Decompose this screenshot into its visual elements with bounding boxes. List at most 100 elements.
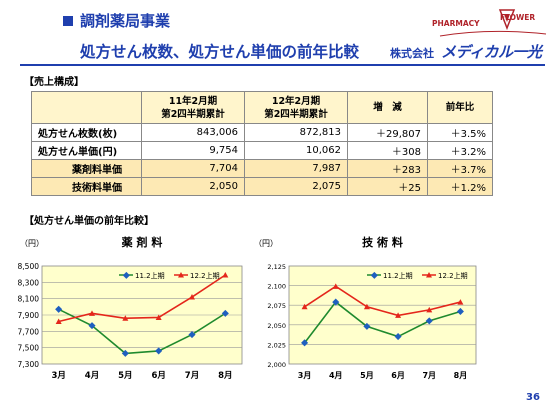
cell-change: ＋29,807 <box>347 123 428 142</box>
data-point <box>426 306 433 313</box>
cell-2012: 10,062 <box>244 141 348 160</box>
legend-label: 11.2上期 <box>135 271 165 280</box>
x-tick-label: 3月 <box>51 371 65 381</box>
cell-change: ＋308 <box>347 141 428 160</box>
unit-label: （円） <box>254 239 278 248</box>
y-tick-label: 2,100 <box>267 283 286 291</box>
company-prefix: 株式会社 <box>390 47 434 60</box>
data-point <box>222 271 229 278</box>
col-header-ratio: 前年比 <box>427 91 493 124</box>
row-label: 薬剤料単価 <box>31 159 142 178</box>
table-header-row: 11年2月期 第2四半期累計 12年2月期 第2四半期累計 増 減 前年比 <box>31 91 493 124</box>
x-tick-label: 6月 <box>391 371 405 380</box>
cell-2011: 9,754 <box>141 141 245 160</box>
x-tick-label: 4月 <box>329 371 343 380</box>
data-point <box>457 299 464 305</box>
drug-fee-chart: （円） 薬 剤 料 7,300 7,500 7,700 7,900 8,100 8,300 8,… <box>18 235 243 381</box>
cell-2012: 872,813 <box>244 123 348 142</box>
x-tick-label: 5月 <box>360 371 374 380</box>
plot-area <box>288 265 477 365</box>
x-tick-label: 4月 <box>85 371 99 381</box>
data-point <box>394 333 402 341</box>
data-point <box>89 310 95 316</box>
series-line-1 <box>304 285 461 317</box>
series-line-0 <box>58 308 226 355</box>
data-point <box>363 303 370 310</box>
legend-label: 11.2上期 <box>383 271 413 280</box>
legend-label: 12.2上期 <box>190 271 220 280</box>
data-point <box>425 317 433 325</box>
cell-2012: 7,987 <box>244 159 348 178</box>
y-tick-label: 8,500 <box>18 262 40 271</box>
cell-change: ＋283 <box>347 159 428 178</box>
cell-ratio: ＋3.2% <box>427 141 493 160</box>
data-point <box>55 318 62 325</box>
table-row: 処方せん単価(円) 9,754 10,062 ＋308 ＋3.2% <box>31 141 493 160</box>
page-title: 処方せん枚数、処方せん単価の前年比較 <box>80 43 360 61</box>
cell-2011: 7,704 <box>141 159 245 178</box>
data-point <box>332 298 340 306</box>
x-tick-label: 8月 <box>454 371 468 380</box>
col-header-2011-line2: 第2四半期累計 <box>161 108 225 120</box>
y-tick-label: 7,700 <box>18 327 40 336</box>
col-header-change: 増 減 <box>347 91 428 124</box>
table-row: 技術料単価 2,050 2,075 ＋25 ＋1.2% <box>31 177 493 196</box>
col-header-2012-line1: 12年2月期 <box>271 95 321 107</box>
y-tick-label: 7,500 <box>18 344 40 353</box>
cell-change: ＋25 <box>347 177 428 196</box>
logo-text-pharmacy: PHARMACY <box>432 19 480 28</box>
row-label: 処方せん単価(円) <box>31 141 142 160</box>
x-tick-label: 8月 <box>218 371 232 381</box>
data-point <box>188 331 196 339</box>
x-tick-label: 7月 <box>185 371 199 381</box>
section-label-charts: 【処方せん単価の前年比較】 <box>24 216 154 227</box>
col-header-2011: 11年2月期 第2四半期累計 <box>141 91 245 124</box>
col-header-2012: 12年2月期 第2四半期累計 <box>244 91 348 124</box>
x-tick-label: 3月 <box>298 371 312 380</box>
data-point <box>155 347 163 355</box>
legend-marker <box>370 271 378 279</box>
cell-2011: 843,006 <box>141 123 245 142</box>
data-point <box>332 283 339 289</box>
legend-marker <box>426 272 432 278</box>
title-bullet <box>63 16 73 26</box>
series-line-0 <box>303 300 461 344</box>
y-tick-label: 2,125 <box>267 263 286 271</box>
cell-ratio: ＋3.5% <box>427 123 493 142</box>
cell-2011: 2,050 <box>141 177 245 196</box>
data-point <box>395 312 402 318</box>
y-tick-label: 8,100 <box>18 295 40 304</box>
technical-fee-chart: （円） 技 術 料 2,000 2,025 2,050 2,075 2,100 2,125 3月… <box>254 235 477 380</box>
company-logo <box>439 9 547 37</box>
x-tick-label: 6月 <box>151 371 165 381</box>
x-tick-label: 5月 <box>118 371 132 381</box>
y-tick-label: 2,050 <box>267 322 286 330</box>
y-tick-label: 2,025 <box>267 341 286 349</box>
cell-ratio: ＋3.7% <box>427 159 493 178</box>
y-tick-label: 7,900 <box>18 311 40 320</box>
unit-label: （円） <box>20 239 44 248</box>
x-tick-label: 7月 <box>422 371 436 380</box>
col-header-2012-line2: 第2四半期累計 <box>264 108 328 120</box>
title-underline <box>20 64 545 66</box>
data-point <box>301 303 308 310</box>
logo-text-flower: FLOWER <box>500 13 536 22</box>
data-point <box>122 315 129 321</box>
chart-title: 技 術 料 <box>362 235 403 249</box>
cell-2012: 2,075 <box>244 177 348 196</box>
data-point <box>88 322 96 330</box>
company-name: メディカル一光 <box>441 43 542 61</box>
data-point <box>155 314 162 320</box>
y-tick-label: 2,075 <box>267 302 286 310</box>
col-header-2011-line1: 11年2月期 <box>168 95 218 107</box>
page-title-section: 調剤薬局事業 <box>80 12 171 30</box>
section-label-sales: 【売上構成】 <box>24 77 84 88</box>
data-point <box>189 294 195 300</box>
page-number: 36 <box>526 392 540 403</box>
chart-title: 薬 剤 料 <box>122 235 163 249</box>
legend-label: 12.2上期 <box>438 271 468 280</box>
row-label: 技術料単価 <box>31 177 142 196</box>
legend-marker <box>178 272 184 278</box>
series-line-1 <box>58 274 226 323</box>
y-tick-label: 7,300 <box>18 360 40 369</box>
